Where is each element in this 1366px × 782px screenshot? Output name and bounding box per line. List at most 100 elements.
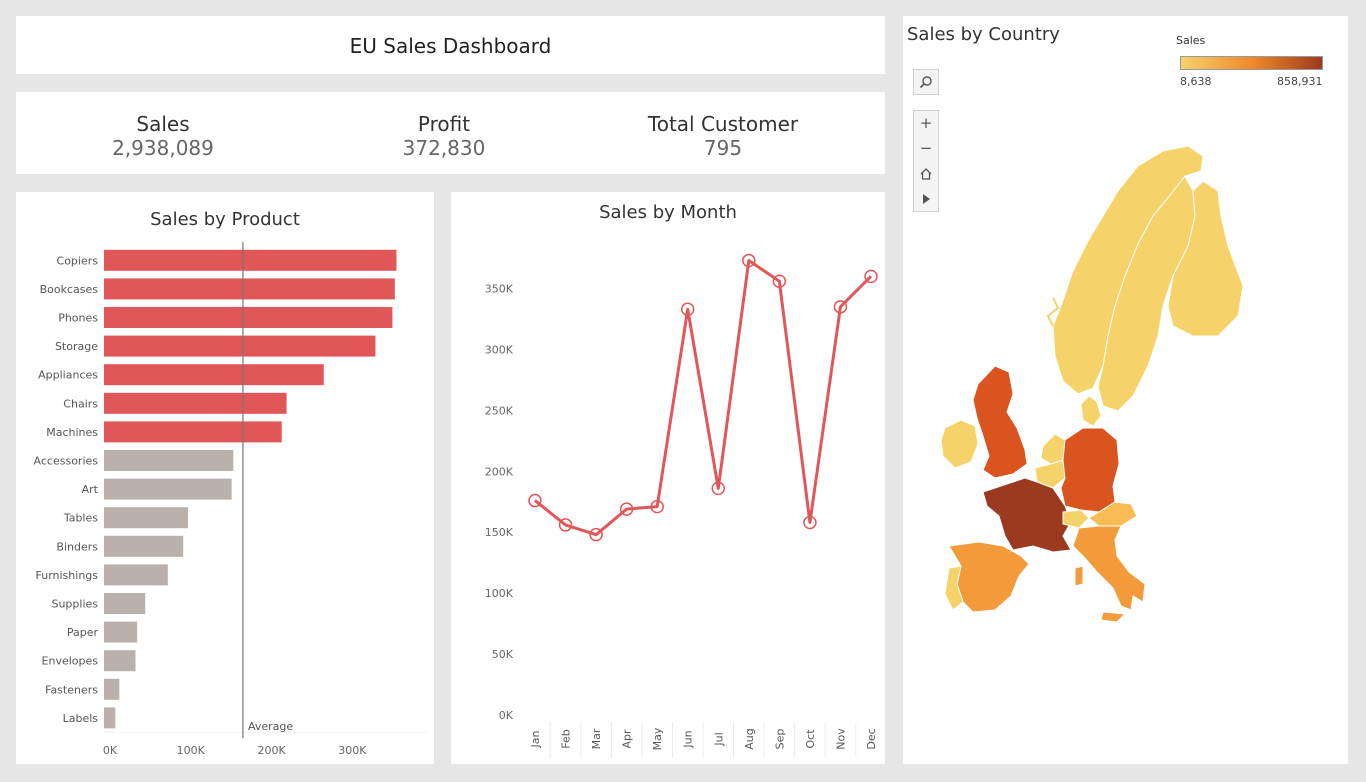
y-tick-label: 0K <box>499 709 514 722</box>
sales-line[interactable] <box>534 259 873 537</box>
kpi-panel: Sales 2,938,089 Profit 372,830 Total Cus… <box>16 92 885 174</box>
bar-envelopes[interactable] <box>104 650 136 672</box>
bar-bookcases[interactable] <box>104 278 395 300</box>
country-germany[interactable] <box>1060 427 1120 513</box>
category-label: Art <box>82 483 99 496</box>
month-label: Aug <box>743 728 756 749</box>
bar-copiers[interactable] <box>104 249 397 271</box>
country-switzerland[interactable] <box>1062 509 1090 529</box>
kpi-customers: Total Customer 795 <box>603 112 843 160</box>
country-united-kingdom[interactable] <box>972 365 1028 479</box>
point-feb[interactable] <box>558 518 573 532</box>
bar-phones[interactable] <box>104 307 393 328</box>
point-sep[interactable] <box>772 274 787 288</box>
country-sicily[interactable] <box>1100 611 1127 623</box>
bar-paper[interactable] <box>104 621 138 643</box>
kpi-sales-label: Sales <box>136 112 190 136</box>
y-tick-label: 200K <box>485 465 514 478</box>
legend-title: Sales <box>1176 34 1206 47</box>
category-label: Storage <box>55 340 98 353</box>
category-label: Machines <box>46 426 98 439</box>
y-tick-label: 350K <box>485 283 514 296</box>
country-sardinia[interactable] <box>1074 565 1084 587</box>
category-label: Tables <box>63 512 98 525</box>
dashboard-title: EU Sales Dashboard <box>349 34 552 58</box>
category-label: Envelopes <box>42 655 99 668</box>
point-jan[interactable] <box>528 493 542 508</box>
legend-color-ramp <box>1180 56 1323 70</box>
country-netherlands[interactable] <box>1040 433 1066 465</box>
legend-max: 858,931 <box>1277 75 1323 88</box>
home-icon[interactable] <box>914 161 938 186</box>
average-label: Average <box>248 720 293 733</box>
month-label: May <box>651 727 664 750</box>
point-may[interactable] <box>650 499 664 514</box>
product-bar-chart[interactable]: Copiers Bookcases Phones Storage Appliances C… <box>16 192 434 764</box>
map-toolbar: + − <box>913 110 939 212</box>
kpi-profit-label: Profit <box>417 112 471 136</box>
x-tick-label: 300K <box>338 744 367 757</box>
x-tick-label: 200K <box>257 744 286 757</box>
product-chart-title: Sales by Product <box>150 209 300 230</box>
search-icon <box>919 76 932 89</box>
point-jun[interactable] <box>680 302 695 317</box>
point-nov[interactable] <box>833 300 848 314</box>
month-label: Dec <box>865 728 878 749</box>
kpi-customers-label: Total Customer <box>647 112 799 136</box>
bar-machines[interactable] <box>104 421 282 443</box>
point-aug[interactable] <box>742 253 756 268</box>
month-label: Apr <box>621 729 634 749</box>
y-tick-label: 250K <box>485 404 514 417</box>
point-jul[interactable] <box>711 481 726 496</box>
map-search-button[interactable] <box>913 69 939 95</box>
norway-coast-detail <box>1046 297 1060 327</box>
category-label: Paper <box>67 626 99 639</box>
title-panel: EU Sales Dashboard <box>16 16 885 74</box>
x-tick-label: 0K <box>103 744 118 757</box>
kpi-sales-value: 2,938,089 <box>112 136 214 160</box>
bar-tables[interactable] <box>104 507 189 529</box>
bar-binders[interactable] <box>104 535 184 557</box>
bar-fasteners[interactable] <box>104 678 120 700</box>
bar-furnishings[interactable] <box>104 564 168 586</box>
bar-appliances[interactable] <box>104 364 324 386</box>
point-oct[interactable] <box>803 515 817 530</box>
category-label: Labels <box>63 712 99 725</box>
y-tick-label: 100K <box>485 587 514 600</box>
month-line-chart[interactable]: 0K 50K 100K 150K 200K 250K 300K 350K Jan Feb Mar Ap… <box>451 192 885 764</box>
country-denmark[interactable] <box>1080 395 1102 427</box>
point-apr[interactable] <box>619 502 634 516</box>
country-portugal[interactable] <box>944 565 964 611</box>
country-ireland[interactable] <box>940 419 979 469</box>
month-label: Jun <box>682 730 695 748</box>
month-label: Jul <box>712 732 725 746</box>
month-label: Feb <box>560 729 573 748</box>
kpi-customers-value: 795 <box>703 136 743 160</box>
y-tick-label: 50K <box>492 648 514 661</box>
category-label: Furnishings <box>36 569 99 582</box>
bar-accessories[interactable] <box>104 450 234 471</box>
category-label: Chairs <box>63 397 98 410</box>
bar-supplies[interactable] <box>104 593 146 614</box>
category-label: Accessories <box>34 455 99 468</box>
month-label: Sep <box>773 729 786 750</box>
sales-by-month-panel: Sales by Month 0K 50K 100K 150K 200K 250K 300K… <box>451 192 885 764</box>
bar-storage[interactable] <box>104 335 376 357</box>
kpi-profit-value: 372,830 <box>402 136 486 160</box>
bar-labels[interactable] <box>104 707 116 729</box>
point-mar[interactable] <box>589 527 603 542</box>
bar-art[interactable] <box>104 478 232 500</box>
bar-chairs[interactable] <box>104 392 287 414</box>
x-tick-label: 100K <box>177 744 206 757</box>
europe-choropleth-map[interactable] <box>903 16 1348 764</box>
zoom-out-icon[interactable]: − <box>919 139 933 157</box>
play-icon[interactable] <box>914 186 938 211</box>
country-italy[interactable] <box>1072 525 1146 611</box>
country-finland[interactable] <box>1167 180 1244 337</box>
y-tick-label: 300K <box>485 343 514 356</box>
y-tick-label: 150K <box>485 526 514 539</box>
point-dec[interactable] <box>864 269 878 284</box>
country-france[interactable] <box>982 477 1072 553</box>
category-label: Supplies <box>51 598 98 611</box>
zoom-in-icon[interactable]: + <box>919 114 933 132</box>
